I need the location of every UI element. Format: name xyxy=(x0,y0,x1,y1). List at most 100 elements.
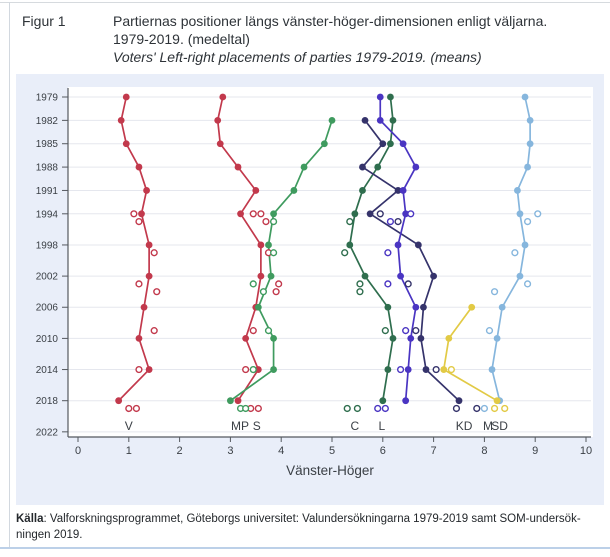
source-line-2: ningen 2019. xyxy=(16,528,83,541)
som-point-S-2019 xyxy=(254,404,262,413)
som-point-SD-2019 xyxy=(501,404,509,413)
som-point-M-2019 xyxy=(480,404,489,413)
data-point-V-1988 xyxy=(135,163,143,171)
y-tick-label-1991: 1991 xyxy=(36,186,59,197)
x-tick-label-3: 3 xyxy=(227,445,233,457)
plot-background xyxy=(68,87,593,437)
data-point-MP-2006 xyxy=(254,303,262,311)
x-tick-label-0: 0 xyxy=(75,445,81,457)
y-tick-label-1982: 1982 xyxy=(36,116,59,127)
y-tick-label-2010: 2010 xyxy=(36,334,59,345)
data-point-KD-1988 xyxy=(359,163,366,171)
y-tick-label-2002: 2002 xyxy=(36,272,59,283)
data-point-L-2018 xyxy=(402,397,410,405)
data-point-SD-2018 xyxy=(493,397,501,405)
data-point-KD-1994 xyxy=(366,210,374,218)
data-point-M-2006 xyxy=(498,303,506,311)
y-tick-label-1998: 1998 xyxy=(36,240,59,251)
som-point-KD-2019 xyxy=(452,404,461,413)
party-label-C: C xyxy=(351,419,360,433)
som-point-C-2009 xyxy=(381,327,389,335)
data-point-L-1991 xyxy=(399,187,407,194)
figure-number-label: Figur 1 xyxy=(22,13,66,29)
som-point-MP-2009 xyxy=(264,327,273,335)
data-point-MP-1988 xyxy=(300,163,308,171)
chart-panel: 1979 1982 1985 1988 1991 1994 1998 2002 2006 2010… xyxy=(16,74,604,505)
data-point-M-1988 xyxy=(524,163,531,171)
som-point-L-1994 xyxy=(407,210,415,218)
som-point-L-1995 xyxy=(386,217,395,226)
data-point-C-1982 xyxy=(389,116,397,124)
y-tick-label-2006: 2006 xyxy=(36,303,59,314)
data-point-SD-2010 xyxy=(445,334,453,342)
series-line-C xyxy=(348,96,394,401)
party-label-KD: KD xyxy=(456,419,473,433)
data-point-M-1998 xyxy=(521,241,529,249)
data-point-V-2018 xyxy=(115,397,123,405)
data-point-MP-2018 xyxy=(227,397,234,405)
data-point-SD-2014 xyxy=(440,366,448,373)
data-point-L-1982 xyxy=(376,116,384,124)
y-tick-label-1979: 1979 xyxy=(36,93,59,104)
som-point-L-2019 xyxy=(374,404,382,413)
data-point-S-2018 xyxy=(234,397,242,405)
data-point-L-1979 xyxy=(376,93,384,101)
chart-svg: 1979198219851988199119941998200220062010… xyxy=(36,87,593,478)
som-point-MP-2004 xyxy=(259,288,268,296)
data-point-MP-1982 xyxy=(328,116,336,124)
data-point-KD-2006 xyxy=(420,303,427,311)
left-border-rule xyxy=(9,2,10,547)
som-point-M-1994 xyxy=(534,210,542,218)
som-point-MP-2019 xyxy=(242,404,250,413)
data-point-M-1985 xyxy=(526,140,534,148)
title-line-3-english: Voters' Left-right placements of parties… xyxy=(113,49,482,65)
data-point-S-1994 xyxy=(237,210,244,218)
data-point-M-1994 xyxy=(516,210,524,218)
som-point-M-1999 xyxy=(511,249,519,257)
som-point-S-1995 xyxy=(262,217,270,226)
data-point-M-2014 xyxy=(488,366,496,373)
x-tick-label-2: 2 xyxy=(177,445,183,457)
som-point-KD-2019 xyxy=(473,404,481,413)
data-point-S-1982 xyxy=(214,116,222,124)
top-border-rule xyxy=(0,2,610,3)
som-point-S-2009 xyxy=(249,327,257,335)
x-tick-label-5: 5 xyxy=(329,445,335,457)
series-line-SD xyxy=(442,306,498,402)
som-point-SD-2019 xyxy=(490,404,499,413)
data-point-KD-1991 xyxy=(394,187,402,194)
som-point-V-2003 xyxy=(135,280,143,288)
som-point-V-1994 xyxy=(130,210,138,218)
data-point-S-1991 xyxy=(252,187,260,194)
data-point-KD-2014 xyxy=(422,366,430,373)
data-point-S-1998 xyxy=(257,241,265,249)
som-point-M-2003 xyxy=(523,280,532,288)
data-point-M-1979 xyxy=(521,93,529,101)
data-point-C-1994 xyxy=(351,210,359,218)
som-point-KD-2014 xyxy=(432,365,440,374)
x-tick-label-6: 6 xyxy=(380,445,386,457)
data-point-L-1998 xyxy=(394,241,402,249)
data-point-L-2006 xyxy=(412,303,420,311)
data-point-V-1991 xyxy=(143,187,150,194)
data-point-V-1985 xyxy=(122,140,130,148)
som-point-L-2019 xyxy=(381,404,389,413)
x-tick-label-8: 8 xyxy=(481,445,487,457)
data-point-MP-2014 xyxy=(270,366,277,373)
data-point-SD-2006 xyxy=(468,303,476,311)
data-point-C-1979 xyxy=(387,93,394,101)
data-point-V-1998 xyxy=(145,241,153,249)
data-point-V-2010 xyxy=(135,334,143,342)
data-point-KD-2002 xyxy=(430,272,437,280)
som-point-L-2014 xyxy=(396,365,405,374)
data-point-C-2006 xyxy=(384,303,392,311)
som-point-V-1999 xyxy=(150,249,158,257)
party-label-MP: MP xyxy=(231,419,249,433)
data-point-KD-1998 xyxy=(414,241,422,249)
som-point-V-2004 xyxy=(153,288,161,296)
data-point-V-1979 xyxy=(122,93,130,101)
data-point-L-2014 xyxy=(404,366,412,373)
data-point-C-1998 xyxy=(346,241,354,249)
data-point-MP-1998 xyxy=(265,241,272,249)
